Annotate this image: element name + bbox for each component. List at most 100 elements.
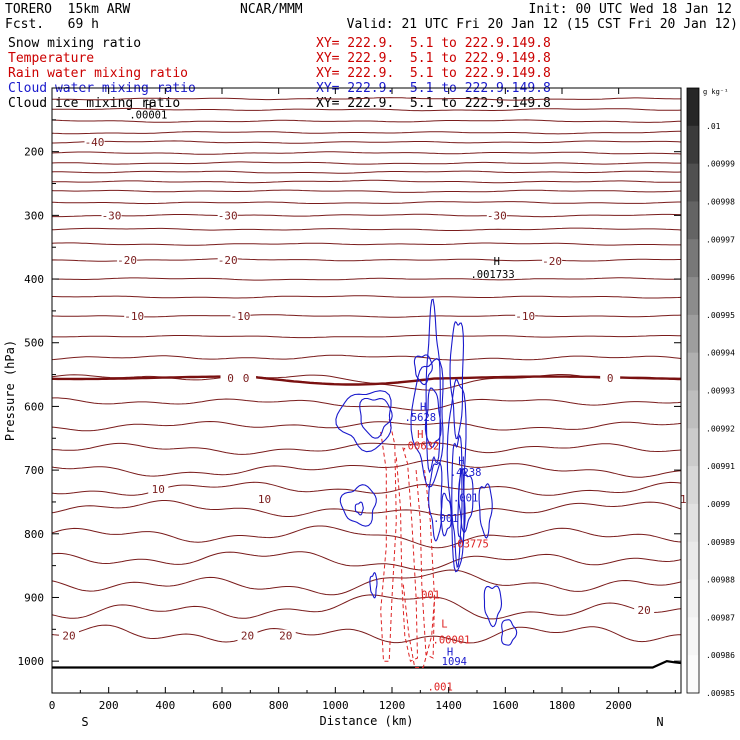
- colorbar-swatch: [687, 352, 699, 391]
- y-tick-label: 200: [24, 146, 44, 159]
- isotherm-line: [52, 481, 681, 496]
- isotherm-line: [52, 170, 681, 174]
- cloud_water-extremum-label: H: [447, 647, 453, 659]
- label-knockout: [237, 629, 258, 642]
- rain-extremum-label: H: [417, 429, 423, 441]
- label-knockout: [515, 309, 536, 322]
- y-tick-label: 400: [24, 273, 44, 286]
- isotherm-line: [52, 500, 681, 517]
- colorbar-swatch: [687, 163, 699, 202]
- model-title: TORERO 15km ARW: [5, 2, 131, 17]
- cloud_water-extremum-label: H: [458, 456, 464, 468]
- x-tick-label: 800: [269, 699, 289, 712]
- colorbar-swatch: [687, 541, 699, 581]
- temperature-label: -30: [218, 209, 238, 222]
- y-tick-label: 800: [24, 528, 44, 541]
- cloud-water-contour: [354, 501, 364, 516]
- colorbar-label: .00998: [706, 197, 735, 206]
- colorbar-swatch: [687, 579, 699, 618]
- temperature-label: 20: [241, 630, 254, 643]
- field-temperature: Temperature: [8, 51, 95, 66]
- label-knockout: [124, 309, 145, 322]
- temperature-label: 10: [152, 483, 165, 496]
- isotherm-line: [52, 227, 681, 231]
- isotherm-line: [52, 442, 681, 455]
- label-knockout: [236, 371, 257, 384]
- rain-extremum-label: .001: [415, 589, 440, 601]
- cloud-water-contour: [446, 378, 467, 573]
- cloud_water-extremum-label: .4238: [450, 467, 482, 479]
- isotherm-line: [52, 179, 681, 184]
- colorbar-label: .00989: [706, 538, 735, 547]
- isotherm-line: [52, 213, 681, 218]
- y-tick-label: 700: [24, 464, 44, 477]
- label-knockout: [634, 604, 655, 617]
- isotherm-line: [52, 130, 681, 135]
- rain-contour: [395, 444, 419, 662]
- label-knockout: [600, 371, 621, 384]
- isotherm-line: [52, 242, 681, 246]
- colorbar-swatch: [687, 314, 699, 354]
- label-knockout: [217, 209, 238, 222]
- field-cloud-water-xy: XY= 222.9. 5.1 to 222.9.149.8: [316, 81, 551, 96]
- rain-extremum-label: .00632: [401, 440, 439, 452]
- temperature-label: -10: [515, 310, 535, 323]
- snow-extremum-label: H: [494, 256, 500, 268]
- label-knockout: [275, 629, 296, 642]
- label-knockout: [230, 309, 251, 322]
- label-knockout: [148, 483, 169, 496]
- isotherm-line: [52, 258, 681, 262]
- label-knockout: [676, 492, 697, 505]
- isotherm-line: [52, 354, 681, 361]
- isotherm-line: [52, 374, 681, 391]
- cloud-water-contour: [501, 619, 518, 646]
- colorbar-label: .00985: [706, 689, 735, 698]
- plot-frame: [51, 87, 682, 694]
- temperature-label: 20: [279, 630, 292, 643]
- isotherm-line: [52, 551, 681, 571]
- temperature-label: -20: [218, 254, 238, 267]
- label-knockout: [217, 253, 238, 266]
- rain-contour: [380, 419, 397, 662]
- cloud-water-contour: [410, 357, 444, 488]
- x-axis-label: Distance (km): [320, 714, 414, 728]
- x-tick-label: 600: [212, 699, 232, 712]
- isotherm-line: [52, 624, 681, 644]
- y-axis-label: Pressure (hPa): [3, 340, 17, 441]
- cloud-water-contour: [483, 585, 503, 628]
- isotherm-line: [52, 569, 681, 596]
- x-tick-label: 1400: [435, 699, 462, 712]
- cloud-water-contour-layer: [335, 298, 518, 646]
- x-tick-label: 0: [49, 699, 56, 712]
- colorbar-label: .00999: [706, 160, 735, 169]
- colorbar-label: .00994: [706, 349, 735, 358]
- colorbar-swatch: [687, 466, 699, 505]
- cloud-water-contour: [359, 397, 393, 439]
- colorbar-unit: g kg⁻¹: [703, 88, 728, 96]
- init-time: Init: 00 UTC Wed 18 Jan 12: [528, 2, 733, 17]
- rain-extremum-label: L: [441, 619, 447, 631]
- isotherm-line: [52, 397, 681, 411]
- field-snow: Snow mixing ratio: [8, 36, 142, 51]
- rain-extremum-label: .00001: [433, 635, 471, 647]
- cloud-water-contour: [369, 572, 378, 599]
- cloud-water-contour: [440, 492, 452, 537]
- cloud-water-contour: [413, 354, 433, 386]
- cloud-water-contour: [458, 468, 474, 534]
- colorbar-label: .00993: [706, 387, 735, 396]
- isotherm-line: [52, 295, 681, 299]
- isotherm-layer: [52, 97, 681, 669]
- forecast-hour: Fcst. 69 h: [5, 17, 99, 32]
- temperature-label: 10: [680, 493, 693, 506]
- temperature-label: 0: [607, 372, 614, 385]
- rain-contour: [402, 584, 435, 668]
- field-snow-xy: XY= 222.9. 5.1 to 222.9.149.8: [316, 36, 551, 51]
- rain-extremum-label: .03775: [451, 538, 489, 550]
- colorbar-swatch: [687, 503, 699, 543]
- label-knockout: [101, 209, 122, 222]
- x-tick-label: 2000: [605, 699, 632, 712]
- colorbar: g kg⁻¹ .01 .00999 .00998 .00997 .00996 .00995.…: [686, 87, 735, 698]
- south-endpoint-label: S: [81, 715, 88, 729]
- label-knockout: [542, 255, 563, 268]
